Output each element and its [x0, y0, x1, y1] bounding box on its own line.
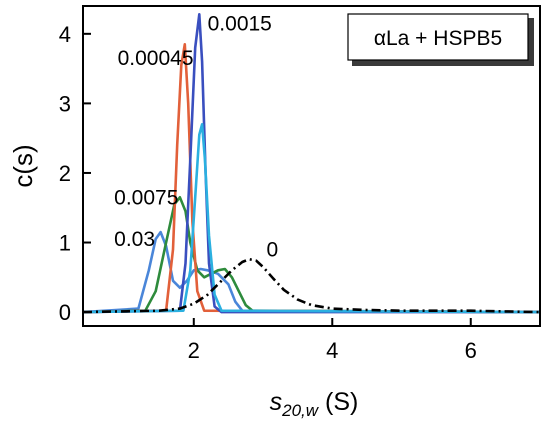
series-line-2: [82, 43, 541, 314]
legend-box: αLa + HSPB5: [347, 13, 534, 66]
curve-label-4: 0: [266, 238, 278, 261]
x-tick-label-0: 2: [188, 338, 200, 363]
x-axis-label: s20,w (S): [270, 388, 359, 420]
series-line-1: [82, 196, 541, 314]
y-tick-label-1: 1: [59, 231, 71, 256]
x-tick-label-2: 6: [465, 338, 477, 363]
x-axis-label-main: s: [270, 388, 283, 416]
curve-label-0: 0.0015: [208, 12, 272, 35]
series-line-3: [82, 13, 540, 314]
y-tick-label-4: 4: [59, 22, 71, 47]
curve-labels-layer: 0.0015 0.00045 0.0075 0.03 0: [114, 12, 278, 261]
curve-label-1: 0.00045: [118, 47, 194, 70]
series-line-5: [82, 257, 541, 314]
curve-label-2: 0.0075: [114, 186, 178, 209]
legend-text: αLa + HSPB5: [374, 27, 502, 50]
x-axis-label-sub: 20,w: [281, 401, 320, 420]
legend-frame: [347, 13, 529, 61]
y-axis-label: c(s): [8, 144, 38, 187]
plot-frame: [82, 5, 541, 327]
series-line-4: [82, 123, 541, 314]
ticks-layer: 2 4 6 0 1 2 3 4: [59, 22, 477, 363]
curve-label-3: 0.03: [114, 228, 155, 251]
y-tick-label-3: 3: [59, 91, 71, 116]
series-line-0: [82, 230, 541, 314]
y-tick-label-2: 2: [59, 161, 71, 186]
y-tick-label-0: 0: [59, 300, 71, 325]
x-axis-label-unit: (S): [318, 388, 358, 416]
x-tick-label-1: 4: [326, 338, 338, 363]
curves-layer: [82, 13, 541, 314]
